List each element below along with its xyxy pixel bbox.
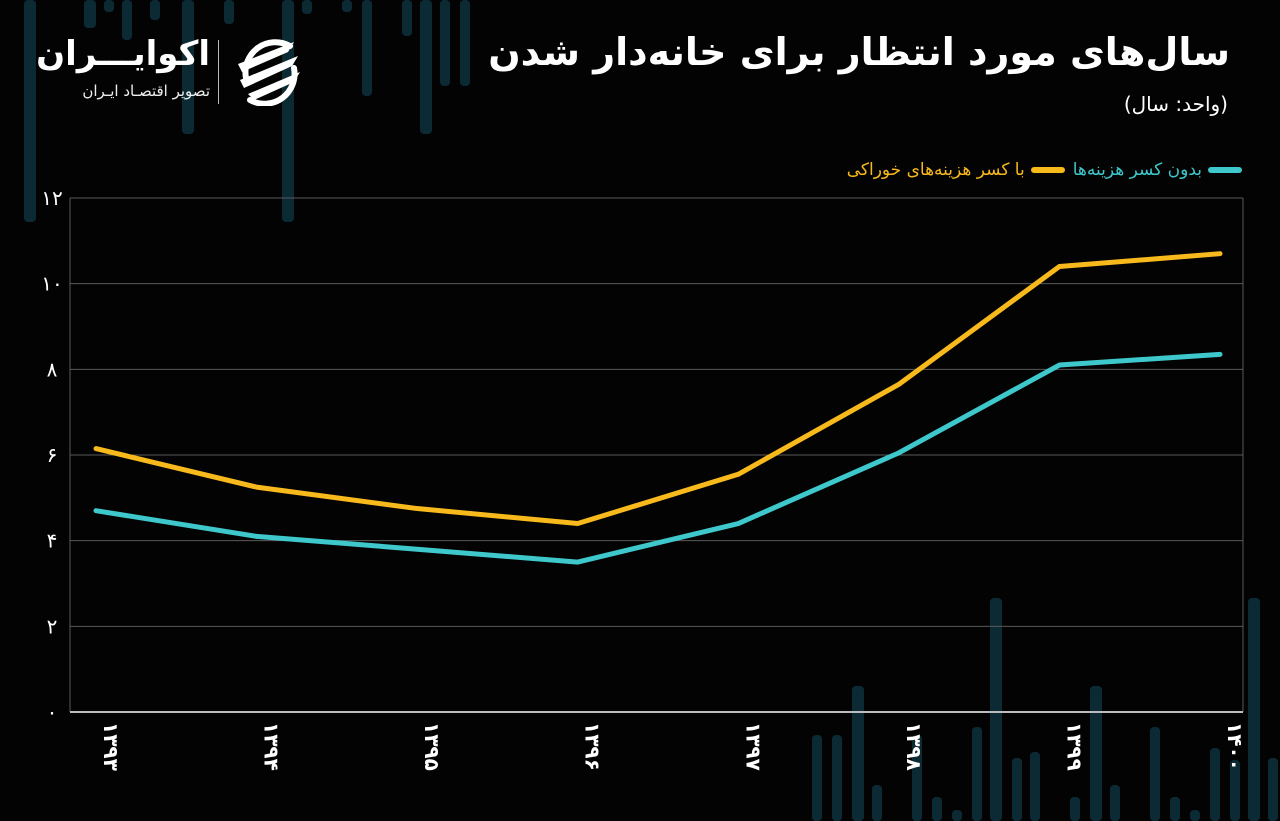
x-tick-label: ۱۳۹۸	[902, 722, 926, 771]
legend-item-teal: بدون کسر هزینه‌ها	[1073, 160, 1242, 180]
x-tick-label: ۱۴۰۰	[1223, 722, 1247, 771]
x-tick-label: ۱۳۹۷	[741, 722, 765, 771]
x-tick-label: ۱۳۹۶	[581, 722, 605, 771]
chart-legend: بدون کسر هزینه‌ها با کسر هزینه‌های خوراک…	[847, 160, 1242, 180]
chart-unit: (واحد: سال)	[1123, 92, 1228, 116]
chart-title: سال‌های مورد انتظار برای خانه‌دار شدن	[488, 30, 1230, 74]
y-tick-label: ۰	[47, 700, 58, 724]
x-tick-label: ۱۳۹۴	[260, 722, 284, 771]
legend-item-yellow: با کسر هزینه‌های خوراکی	[847, 160, 1065, 180]
y-tick-label: ۶	[47, 443, 58, 467]
logo-divider	[218, 40, 219, 104]
x-tick-label: ۱۳۹۵	[420, 722, 444, 771]
y-tick-label: ۱۰	[41, 272, 62, 296]
series-line-yellow	[93, 251, 1223, 527]
y-tick-label: ۴	[47, 529, 58, 553]
y-tick-label: ۸	[47, 357, 58, 381]
x-tick-label: ۱۳۹۳	[99, 722, 123, 771]
ecoiran-swoosh-icon	[238, 39, 300, 106]
x-tick-label: ۱۳۹۹	[1062, 722, 1086, 771]
y-tick-label: ۱۲	[41, 186, 62, 210]
series-line-teal	[93, 351, 1223, 565]
legend-label: بدون کسر هزینه‌ها	[1072, 160, 1202, 180]
legend-label: با کسر هزینه‌های خوراکی	[846, 160, 1025, 180]
brand-name: اکوایـــران	[36, 34, 210, 74]
y-tick-label: ۲	[47, 614, 58, 638]
legend-swatch-teal	[1208, 167, 1242, 173]
brand-tagline: تصویر اقتصـاد ایـران	[82, 82, 210, 100]
legend-swatch-yellow	[1030, 167, 1065, 173]
brand-logo: اکوایـــران تصویر اقتصـاد ایـران	[36, 34, 318, 109]
